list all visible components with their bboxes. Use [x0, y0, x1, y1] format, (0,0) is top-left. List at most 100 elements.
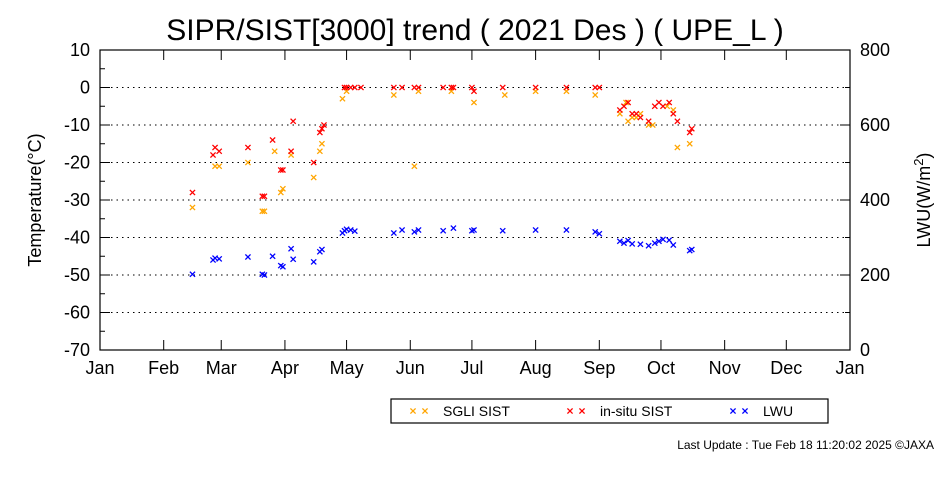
in-situ-sist-point — [216, 148, 223, 155]
sgli-sist-point — [411, 163, 418, 170]
legend-marker-in-situ-sist — [566, 407, 574, 415]
lwu-point — [390, 229, 397, 237]
sgli-sist-point — [318, 140, 325, 147]
chart-title: SIPR/SIST[3000] trend ( 2021 Des ) ( UPE… — [166, 14, 784, 47]
in-situ-sist-point — [448, 84, 455, 91]
sgli-sist-point — [674, 144, 681, 151]
lwu-point — [629, 240, 636, 247]
in-situ-sist-point — [659, 103, 667, 110]
lwu-point — [290, 256, 297, 263]
sgli-sist-point — [390, 91, 397, 99]
y2-tick-label: 400 — [860, 190, 890, 210]
in-situ-sist-point — [351, 84, 358, 91]
lwu-point — [670, 241, 677, 249]
in-situ-sist-point — [357, 84, 365, 91]
lwu-point — [666, 237, 673, 244]
in-situ-sist-point — [688, 125, 695, 132]
in-situ-sist-point — [645, 118, 652, 125]
lwu-point — [189, 271, 196, 278]
sgli-sist-point — [310, 174, 317, 181]
x-tick-label: Apr — [271, 358, 299, 378]
in-situ-sist-point — [318, 125, 325, 132]
lwu-point — [318, 246, 325, 253]
lwu-point — [288, 245, 295, 252]
in-situ-sist-point — [625, 99, 632, 106]
in-situ-sist-point — [310, 159, 317, 166]
in-situ-sist-point — [415, 84, 422, 91]
in-situ-sist-point — [261, 193, 268, 200]
legend-items: SGLI SIST in-situ SIST LWU — [409, 403, 793, 419]
legend-marker-lwu — [741, 407, 749, 415]
legend-label-in-situ-sist: in-situ SIST — [600, 403, 673, 419]
legend-box — [390, 398, 829, 424]
lwu-point — [351, 228, 358, 235]
in-situ-sist-point — [189, 189, 196, 196]
y2-axis-label-sup: 2 — [911, 159, 926, 166]
lwu-point — [415, 226, 422, 234]
left-axis: 10 0 -10 -20 -30 -40 -50 -60 -70 — [64, 40, 110, 360]
x-tick-label: Feb — [148, 358, 179, 378]
sgli-sist-point — [622, 99, 630, 106]
lwu-point — [499, 227, 506, 234]
y-tick-label: 10 — [70, 40, 90, 60]
sgli-sist-point — [686, 140, 693, 147]
in-situ-sist-point — [390, 84, 397, 91]
lwu-point — [596, 230, 603, 237]
in-situ-sist-point — [320, 121, 328, 129]
x-tick-label: Sep — [583, 358, 615, 378]
x-tick-label: May — [330, 358, 364, 378]
lwu-point — [616, 238, 623, 245]
y-tick-label: -20 — [64, 153, 90, 173]
x-tick-label: Nov — [709, 358, 741, 378]
in-situ-sist-point — [470, 88, 478, 95]
x-tick-label: Jan — [85, 358, 114, 378]
sgli-sist-point — [279, 185, 286, 192]
x-tick-label: Jul — [460, 358, 483, 378]
y-tick-label: -40 — [64, 228, 90, 248]
in-situ-sist-point — [269, 136, 276, 144]
y2-axis-label-close: ) — [914, 153, 934, 159]
in-situ-sist-point — [686, 129, 693, 136]
lwu-point — [563, 226, 570, 234]
sgli-sist-point — [189, 204, 196, 211]
data-points — [189, 84, 695, 279]
legend-label-sgli-sist: SGLI SIST — [443, 403, 510, 419]
sgli-sist-point — [216, 163, 223, 170]
y2-tick-label: 600 — [860, 115, 890, 135]
y2-tick-label: 800 — [860, 40, 890, 60]
lwu-point — [637, 241, 644, 248]
lwu-point — [347, 226, 354, 234]
sgli-sist-point — [339, 95, 346, 102]
x-tick-label: Jun — [396, 358, 425, 378]
lwu-point — [651, 240, 658, 247]
in-situ-sist-point — [398, 84, 406, 91]
legend: SGLI SIST in-situ SIST LWU — [390, 398, 829, 424]
sgli-sist-point — [271, 148, 278, 155]
lwu-point — [244, 253, 252, 261]
lwu-point — [261, 271, 268, 279]
y-tick-label: -70 — [64, 340, 90, 360]
lwu-point — [216, 255, 223, 262]
legend-marker-sgli-sist — [409, 407, 417, 415]
lwu-point — [592, 228, 599, 235]
legend-label-lwu: LWU — [763, 403, 793, 419]
in-situ-sist-point — [288, 148, 295, 155]
x-axis: Jan Feb Mar Apr May Jun Jul Aug Sep Oct Nov Dec Jan — [85, 50, 865, 378]
lwu-point — [411, 228, 418, 235]
sgli-sist-point — [501, 91, 508, 99]
in-situ-sist-point — [440, 84, 447, 91]
x-tick-label: Oct — [647, 358, 675, 378]
lwu-point — [659, 236, 667, 243]
x-tick-label: Jan — [835, 358, 864, 378]
last-update-text: Last Update : Tue Feb 18 11:20:02 2025 ©… — [677, 438, 934, 452]
sgli-sist-point — [261, 208, 268, 215]
sgli-sist-point — [592, 91, 599, 99]
sgli-sist-point — [316, 148, 323, 155]
lwu-point — [279, 263, 286, 270]
sgli-sist-point — [244, 159, 252, 166]
lwu-point — [450, 225, 457, 232]
in-situ-sist-point — [279, 166, 286, 174]
lwu-point — [398, 226, 406, 234]
sgli-sist-point — [259, 208, 266, 215]
